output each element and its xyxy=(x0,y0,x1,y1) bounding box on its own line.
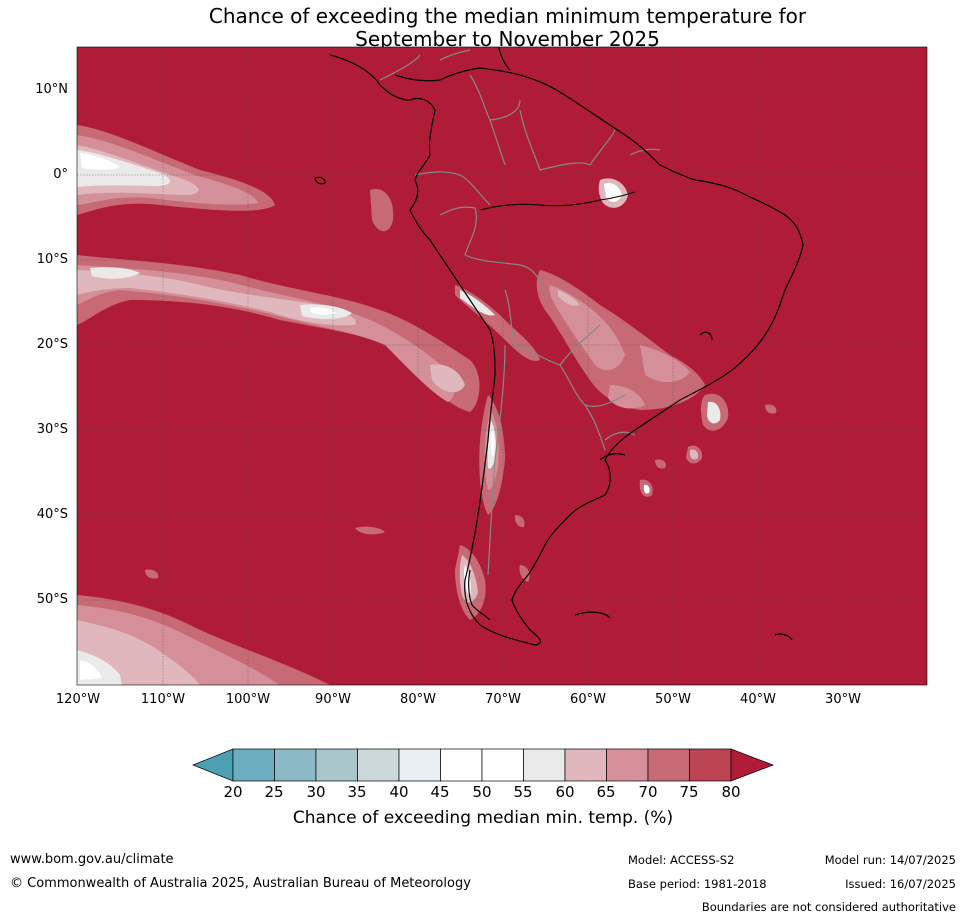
colorbar-segment xyxy=(274,748,317,782)
colorbar-segment xyxy=(481,748,524,782)
lon-label: 120°W xyxy=(55,692,101,707)
colorbar-segment xyxy=(689,748,732,782)
footer-model-run: Model run: 14/07/2025 xyxy=(824,853,956,867)
coastline xyxy=(314,47,804,646)
map-title-line2: September to November 2025 xyxy=(355,27,660,51)
footer-base-period: Base period: 1981-2018 xyxy=(628,877,767,891)
map-background xyxy=(77,47,927,685)
footer-disclaimer: Boundaries are not considered authoritat… xyxy=(701,900,956,914)
graticule xyxy=(77,47,927,685)
lon-label: 70°W xyxy=(485,692,521,707)
colorbar-tick-label: 45 xyxy=(430,783,450,801)
colorbar-segment xyxy=(315,748,358,782)
lat-label: 20°S xyxy=(36,337,68,352)
colorbar-segment xyxy=(523,748,566,782)
colorbar-label: Chance of exceeding median min. temp. (%… xyxy=(292,808,674,828)
lat-label: 50°S xyxy=(36,592,68,607)
country-borders xyxy=(379,49,661,576)
colorbar-tick-label: 35 xyxy=(347,783,367,801)
colorbar-extend-high xyxy=(730,748,774,782)
lat-label: 30°S xyxy=(36,422,68,437)
colorbar-tick-label: 75 xyxy=(679,783,699,801)
colorbar-tick-label: 60 xyxy=(555,783,575,801)
colorbar-tick-label: 25 xyxy=(264,783,284,801)
colorbar xyxy=(192,748,774,782)
colorbar-segment xyxy=(440,748,483,782)
lon-label: 80°W xyxy=(400,692,436,707)
footer-copyright: © Commonwealth of Australia 2025, Austra… xyxy=(10,876,471,891)
colorbar-segment xyxy=(647,748,690,782)
lat-label: 40°S xyxy=(36,507,68,522)
lon-label: 30°W xyxy=(825,692,861,707)
lat-label: 10°S xyxy=(36,252,68,267)
map-title-line1: Chance of exceeding the median minimum t… xyxy=(208,4,807,28)
colorbar-segment xyxy=(606,748,649,782)
lon-label: 50°W xyxy=(655,692,691,707)
colorbar-segment xyxy=(357,748,400,782)
footer-model: Model: ACCESS-S2 xyxy=(628,853,735,867)
lat-label: 0° xyxy=(53,167,68,182)
colorbar-extend-low xyxy=(192,748,234,782)
colorbar-tick-label: 20 xyxy=(223,783,243,801)
footer-website: www.bom.gov.au/climate xyxy=(10,852,174,867)
colorbar-segment xyxy=(232,748,275,782)
probability-contours xyxy=(77,125,777,685)
lon-label: 90°W xyxy=(315,692,351,707)
colorbar-tick-label: 50 xyxy=(472,783,492,801)
colorbar-tick-label: 40 xyxy=(389,783,409,801)
river-lines xyxy=(479,191,636,211)
colorbar-segment xyxy=(564,748,607,782)
lat-label: 10°N xyxy=(35,82,68,97)
colorbar-tick-label: 55 xyxy=(513,783,533,801)
footer-issued: Issued: 16/07/2025 xyxy=(845,877,956,891)
colorbar-tick-label: 30 xyxy=(306,783,326,801)
colorbar-tick-label: 65 xyxy=(596,783,616,801)
colorbar-segment xyxy=(398,748,441,782)
colorbar-tick-label: 80 xyxy=(721,783,741,801)
lon-label: 60°W xyxy=(570,692,606,707)
lon-label: 110°W xyxy=(140,692,186,707)
colorbar-tick-label: 70 xyxy=(638,783,658,801)
lon-label: 40°W xyxy=(740,692,776,707)
lon-label: 100°W xyxy=(225,692,271,707)
